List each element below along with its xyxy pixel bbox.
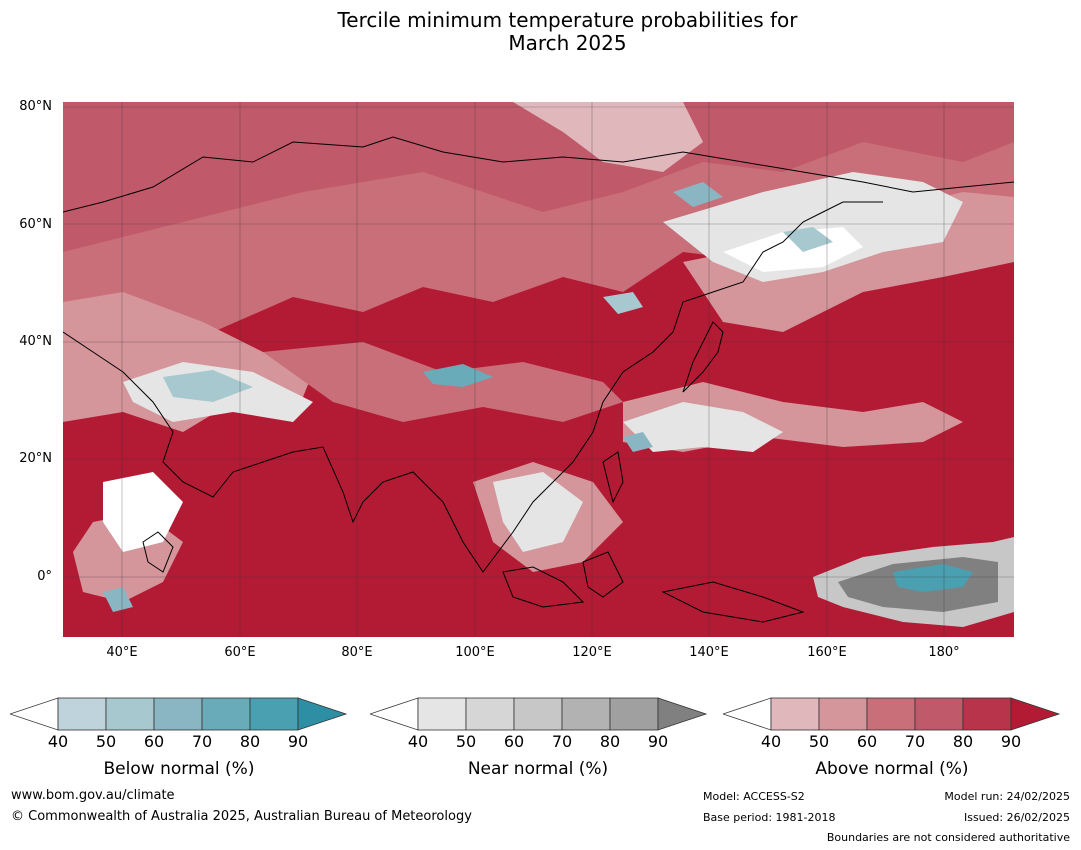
tick-label: 50 [808, 732, 830, 751]
colorbar-segment [561, 697, 611, 731]
disclaimer-text: Boundaries are not considered authoritat… [826, 831, 1070, 844]
colorbar-segment [249, 697, 299, 731]
colorbar-segment [818, 697, 868, 731]
issued-text: Issued: 26/02/2025 [963, 811, 1070, 824]
chart-title: Tercile minimum temperature probabilitie… [0, 9, 1081, 55]
colorbar-near-normal [368, 696, 710, 736]
lon-label-80e: 80°E [341, 645, 373, 660]
tick-label: 90 [647, 732, 669, 751]
tick-label: 50 [455, 732, 477, 751]
lat-label-80n: 80°N [19, 99, 52, 114]
colorbar-segment [153, 697, 203, 731]
colorbar-extend-high [297, 697, 348, 731]
tick-label: 60 [856, 732, 878, 751]
model-text: Model: ACCESS-S2 [703, 790, 805, 803]
map-svg [63, 102, 1014, 637]
colorbar-segment [465, 697, 515, 731]
tick-label: 90 [287, 732, 309, 751]
colorbar-segment [609, 697, 659, 731]
colorbar-near-normal-svg [368, 697, 708, 731]
copyright-text: © Commonwealth of Australia 2025, Austra… [11, 809, 472, 824]
lon-label-180: 180° [928, 645, 960, 660]
colorbar-segment [513, 697, 563, 731]
website-link[interactable]: www.bom.gov.au/climate [11, 788, 175, 803]
tick-label: 70 [904, 732, 926, 751]
tick-label: 80 [239, 732, 261, 751]
tick-label: 90 [1000, 732, 1022, 751]
lon-label-60e: 60°E [224, 645, 256, 660]
colorbar-segment [770, 697, 820, 731]
colorbar-near-normal-title: Near normal (%) [467, 759, 609, 779]
base-period-text: Base period: 1981-2018 [703, 811, 836, 824]
tick-label: 80 [599, 732, 621, 751]
model-run-text: Model run: 24/02/2025 [944, 790, 1070, 803]
colorbar-extend-high [657, 697, 708, 731]
colorbar-above-normal-svg [721, 697, 1061, 731]
tick-label: 70 [191, 732, 213, 751]
colorbar-segment [962, 697, 1012, 731]
colorbar-segment [201, 697, 251, 731]
colorbar-segment [866, 697, 916, 731]
title-line-1: Tercile minimum temperature probabilitie… [337, 8, 798, 32]
tick-label: 50 [95, 732, 117, 751]
colorbar-extend-low [368, 697, 419, 731]
lon-label-40e: 40°E [106, 645, 138, 660]
tick-label: 60 [503, 732, 525, 751]
lat-label-20n: 20°N [19, 451, 52, 466]
title-line-2: March 2025 [508, 31, 627, 55]
lat-label-0: 0° [37, 569, 52, 584]
lon-label-120e: 120°E [572, 645, 612, 660]
tick-label: 70 [551, 732, 573, 751]
below-normal-regions [103, 182, 973, 612]
colorbar-segment [417, 697, 467, 731]
colorbar-extend-low [8, 697, 59, 731]
tick-label: 40 [47, 732, 69, 751]
coastlines [63, 136, 1014, 623]
tick-label: 40 [407, 732, 429, 751]
lat-label-40n: 40°N [19, 334, 52, 349]
tick-label: 80 [952, 732, 974, 751]
colorbar-segment [57, 697, 107, 731]
colorbar-below-normal [8, 696, 350, 736]
colorbar-extend-low [721, 697, 772, 731]
lon-label-140e: 140°E [689, 645, 729, 660]
colorbar-below-normal-svg [8, 697, 348, 731]
colorbar-above-normal [721, 696, 1063, 736]
colorbar-above-normal-title: Above normal (%) [815, 759, 969, 779]
lon-label-160e: 160°E [807, 645, 847, 660]
lon-label-100e: 100°E [455, 645, 495, 660]
tick-label: 60 [143, 732, 165, 751]
lat-label-60n: 60°N [19, 217, 52, 232]
colorbar-segment [105, 697, 155, 731]
graticule [63, 102, 1014, 637]
colorbar-below-normal-title: Below normal (%) [103, 759, 255, 779]
colorbar-extend-high [1010, 697, 1061, 731]
colorbar-segment [914, 697, 964, 731]
tick-label: 40 [760, 732, 782, 751]
probability-map [63, 102, 1014, 637]
